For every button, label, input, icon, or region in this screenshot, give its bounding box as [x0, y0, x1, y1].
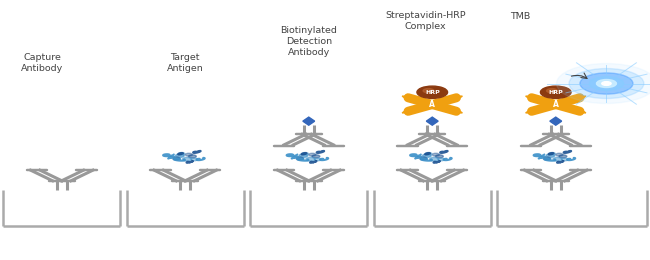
Text: A: A [429, 100, 436, 109]
Circle shape [183, 157, 192, 161]
Circle shape [179, 153, 185, 155]
Circle shape [423, 89, 434, 93]
Polygon shape [402, 96, 410, 99]
Circle shape [299, 154, 307, 157]
Circle shape [556, 153, 563, 156]
Circle shape [559, 155, 567, 158]
Polygon shape [454, 110, 462, 113]
Circle shape [302, 153, 308, 155]
Circle shape [543, 157, 551, 160]
Polygon shape [454, 96, 462, 99]
Text: Target
Antigen: Target Antigen [167, 53, 203, 73]
Circle shape [549, 153, 555, 155]
Circle shape [580, 73, 633, 94]
Circle shape [547, 89, 557, 93]
Polygon shape [303, 117, 315, 125]
Circle shape [312, 155, 320, 158]
Text: HRP: HRP [549, 90, 563, 95]
Circle shape [556, 63, 650, 103]
Circle shape [430, 157, 439, 161]
Circle shape [562, 158, 568, 161]
Circle shape [590, 77, 623, 90]
Text: TMB: TMB [510, 12, 530, 21]
Text: Streptavidin-HRP
Complex: Streptavidin-HRP Complex [385, 11, 466, 31]
Circle shape [553, 157, 562, 161]
Polygon shape [578, 110, 586, 113]
Text: Capture
Antibody: Capture Antibody [21, 53, 64, 73]
Circle shape [191, 158, 198, 161]
Circle shape [306, 157, 315, 161]
Circle shape [176, 154, 184, 157]
Circle shape [569, 69, 644, 99]
Polygon shape [402, 110, 410, 113]
Circle shape [420, 157, 427, 160]
Polygon shape [526, 96, 534, 99]
Circle shape [597, 80, 616, 88]
Circle shape [422, 154, 431, 157]
Circle shape [436, 155, 443, 158]
Circle shape [315, 158, 321, 161]
Circle shape [417, 86, 448, 98]
Polygon shape [426, 117, 438, 125]
Circle shape [426, 153, 432, 155]
Polygon shape [550, 117, 562, 125]
Text: HRP: HRP [425, 90, 439, 95]
Circle shape [185, 153, 192, 156]
Circle shape [540, 86, 571, 98]
Polygon shape [578, 96, 586, 99]
Polygon shape [526, 110, 534, 113]
Circle shape [546, 154, 554, 157]
Circle shape [432, 153, 439, 156]
Circle shape [602, 82, 611, 85]
Circle shape [188, 155, 196, 158]
Circle shape [438, 158, 445, 161]
Text: Biotinylated
Detection
Antibody: Biotinylated Detection Antibody [280, 26, 337, 57]
Text: A: A [552, 100, 559, 109]
Circle shape [173, 157, 180, 160]
Circle shape [309, 153, 316, 156]
Circle shape [296, 157, 304, 160]
